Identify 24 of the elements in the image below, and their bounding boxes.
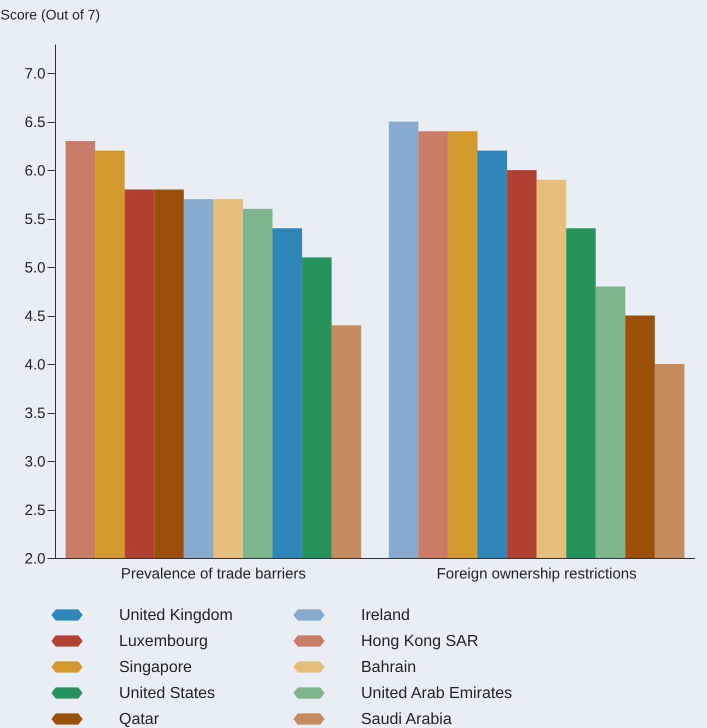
legend-label: Saudi Arabia	[361, 711, 452, 728]
legend-label: Hong Kong SAR	[361, 633, 478, 650]
legend-label: United Arab Emirates	[361, 685, 512, 702]
y-tick-label: 3.5	[24, 405, 46, 422]
legend-label: Luxembourg	[119, 633, 208, 650]
y-tick-label: 4.5	[24, 308, 46, 326]
y-tick-label: 2.0	[24, 550, 46, 568]
y-tick-label: 5.0	[24, 260, 46, 277]
y-tick-label: 5.5	[24, 211, 46, 228]
y-axis-title: Score (Out of 7)	[0, 6, 100, 22]
legend-label: United Kingdom	[119, 607, 233, 624]
y-tick-label: 7.0	[24, 66, 46, 83]
y-tick-label: 2.5	[24, 502, 46, 520]
y-tick-label: 6.0	[24, 162, 46, 180]
y-tick-label: 6.5	[24, 114, 46, 132]
legend-label: Bahrain	[361, 659, 416, 676]
x-tick-label: Foreign ownership restrictions	[436, 566, 637, 582]
y-tick-label: 4.0	[24, 356, 46, 374]
legend-label: United States	[119, 685, 216, 702]
y-tick-label: 3.0	[24, 454, 46, 471]
x-tick-label: Prevalence of trade barriers	[120, 566, 306, 582]
legend-label: Qatar	[119, 711, 160, 728]
legend-label: Singapore	[119, 659, 192, 676]
legend-label: Ireland	[361, 607, 410, 624]
